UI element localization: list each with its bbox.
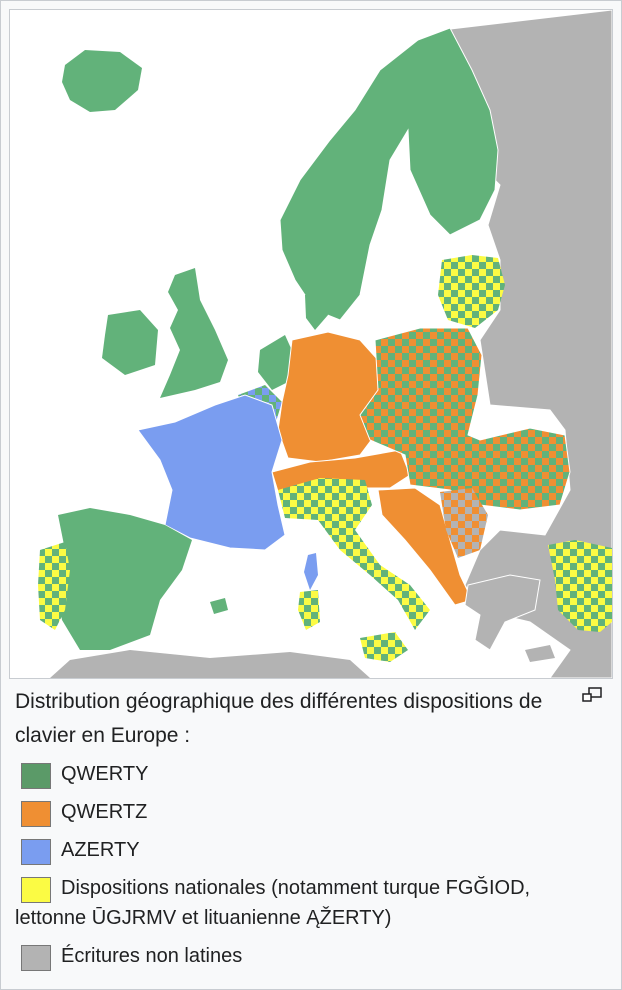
region-baltics xyxy=(438,255,505,328)
region-netherlands xyxy=(258,335,294,390)
map-caption: Distribution géographique des différente… xyxy=(15,690,543,747)
region-spain xyxy=(55,508,192,650)
region-greece xyxy=(464,574,541,651)
region-sardinia xyxy=(298,590,320,630)
legend-item-azerty: AZERTY xyxy=(15,835,605,865)
region-ireland xyxy=(102,310,158,375)
map-legend: QWERTY QWERTZ AZERTY Dispositions nation… xyxy=(15,759,605,979)
europe-keyboard-map[interactable] xyxy=(9,9,613,679)
legend-item-qwertz: QWERTZ xyxy=(15,797,605,827)
legend-swatch xyxy=(21,877,51,903)
region-scandinavia xyxy=(279,27,499,321)
region-serbia xyxy=(440,488,488,558)
legend-item-national: Dispositions nationales (notamment turqu… xyxy=(15,873,605,933)
legend-label: AZERTY xyxy=(61,839,140,861)
region-balearic xyxy=(210,598,228,614)
legend-swatch xyxy=(21,839,51,865)
region-denmark xyxy=(305,290,328,330)
region-cyprus xyxy=(525,645,555,662)
legend-label: Dispositions nationales (notamment turqu… xyxy=(15,877,531,929)
legend-item-qwerty: QWERTY xyxy=(15,759,605,789)
magnify-clip-icon[interactable] xyxy=(581,687,603,703)
region-north-africa xyxy=(50,650,370,678)
region-germany xyxy=(277,331,383,463)
region-portugal xyxy=(38,542,70,630)
legend-swatch xyxy=(21,801,51,827)
legend-label: QWERTZ xyxy=(61,801,148,823)
region-corsica xyxy=(304,553,318,590)
legend-swatch xyxy=(21,763,51,789)
legend-label: Écritures non latines xyxy=(61,945,243,967)
region-great-britain xyxy=(160,268,228,398)
region-central-europe xyxy=(359,327,571,511)
region-turkey xyxy=(548,540,612,632)
map-svg xyxy=(38,10,612,678)
legend-swatch xyxy=(21,945,51,971)
region-sicily xyxy=(360,632,408,662)
region-france xyxy=(137,394,286,551)
legend-label: QWERTY xyxy=(61,763,149,785)
legend-item-non-latin: Écritures non latines xyxy=(15,941,605,971)
region-iceland xyxy=(62,50,142,112)
region-italy xyxy=(278,478,430,630)
